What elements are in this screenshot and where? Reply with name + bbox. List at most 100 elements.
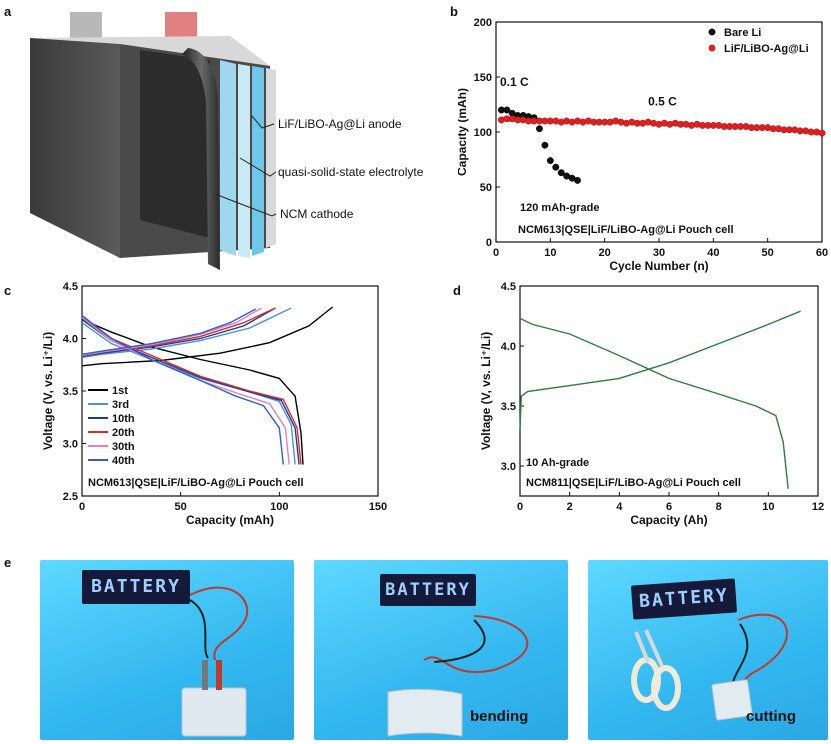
legend-label: 1st: [112, 385, 128, 397]
y-tick-label: 200: [474, 17, 492, 29]
black-wire: [732, 623, 749, 683]
x-tick-label: 0: [517, 501, 523, 513]
y-tick-label: 150: [474, 72, 492, 84]
bent-pouch-cell: [387, 688, 463, 737]
bare-li-point: [536, 125, 543, 133]
y-tick-label: 4.5: [501, 281, 516, 293]
cut-pouch-cell: [711, 679, 753, 721]
voltage-profile-chart-d: 0 2 4 6 8 10 12 3.0 3.5 4.0 4.5 Capacity (Ah) Voltag…: [479, 281, 824, 527]
legend-label: 30th: [112, 441, 135, 453]
led-display: BATTERY: [82, 570, 190, 604]
annotation-grade: 120 mAh-grade: [520, 202, 599, 214]
bare-li-point: [557, 169, 565, 177]
y-axis-label: Capacity (mAh): [458, 88, 469, 176]
x-tick-label: 20: [599, 247, 611, 259]
annotation-cell-config: NCM613|QSE|LiF/LiBO-Ag@Li Pouch cell: [518, 224, 734, 236]
y-axis-label: Voltage (V, vs. Li⁺/Li): [479, 332, 493, 450]
x-tick-label: 50: [175, 501, 187, 513]
y-tick-label: 4.5: [63, 281, 78, 293]
electrolyte-label: quasi-solid-state electrolyte: [278, 165, 424, 179]
pouch-front: [30, 38, 120, 258]
y-tick-label: 4.0: [501, 341, 516, 353]
legend-label: 20th: [112, 427, 135, 439]
anode-layer: [238, 64, 250, 258]
lif-li-point: [818, 129, 826, 137]
annotation-cell-config: NCM811|QSE|LiF/LiBO-Ag@Li Pouch cell: [526, 477, 741, 489]
separator-layer: [252, 66, 264, 256]
photo-wires: [387, 615, 529, 737]
red-wire: [737, 613, 788, 686]
scissors-blades: [634, 629, 664, 667]
charge-curve: [519, 310, 801, 431]
x-tick-label: 2: [567, 501, 573, 513]
x-tick-label: 0: [79, 501, 85, 513]
photo-wires: [631, 613, 788, 721]
red-wire: [423, 615, 529, 673]
electrolyte-layer: [220, 60, 236, 256]
panel-label-a: a: [4, 4, 12, 19]
charge-curve-40th: [81, 308, 257, 355]
annotation-rate-0-5C: 0.5 C: [648, 95, 677, 109]
caption-bending: bending: [470, 708, 529, 725]
bare-li-point: [574, 176, 581, 184]
legend-label: 40th: [112, 455, 135, 467]
photo-wires: [181, 586, 249, 737]
photo-cutting: BATTERY cutting: [588, 560, 828, 740]
bare-li-point: [503, 106, 511, 114]
annotation-rate-0-1C: 0.1 C: [500, 75, 529, 89]
clip-right: [216, 660, 222, 690]
panel-label-b: b: [450, 4, 458, 19]
x-tick-label: 30: [653, 247, 665, 259]
y-tick-label: 100: [474, 127, 492, 139]
photo-flat: BATTERY: [40, 560, 294, 740]
pouch-flap: [182, 48, 220, 270]
legend-label: LiF/LiBO-Ag@Li: [724, 43, 809, 55]
scissors-handle-right: [651, 665, 681, 711]
discharge-curve-30th: [81, 316, 290, 465]
anode-label: LiF/LiBO-Ag@Li anode: [278, 117, 402, 131]
positive-tab: [165, 12, 197, 38]
x-tick-label: 10: [762, 501, 774, 513]
annotation-grade: 10 Ah-grade: [526, 457, 589, 469]
clip-left: [202, 660, 208, 690]
pouch-cell-photo: [181, 687, 247, 737]
legend-label: Bare Li: [724, 27, 761, 39]
led-display: BATTERY: [380, 574, 476, 606]
y-tick-label: 3.0: [501, 461, 516, 473]
photo-bending: BATTERY bending: [314, 560, 568, 740]
caption-cutting: cutting: [746, 708, 796, 725]
x-tick-label: 50: [762, 247, 774, 259]
bare-li-point: [552, 163, 560, 171]
electrolyte-leader-line: [239, 157, 277, 177]
y-tick-label: 2.5: [63, 491, 78, 503]
discharge-curve-40th: [81, 314, 284, 465]
bare-li-point: [546, 157, 554, 165]
foil-layer: [266, 68, 276, 248]
red-wire: [189, 586, 249, 661]
cycling-chart-b: 0 10 20 30 40 50 60 0 50 100 150 200 Cycle Number (n…: [458, 17, 828, 273]
y-axis-label: Voltage (V, vs. Li⁺/Li): [41, 332, 55, 450]
discharge-curve-1st: [81, 318, 304, 465]
cathode-leader-line: [214, 193, 277, 217]
pouch-cell-schematic: LiF/LiBO-Ag@Li anode quasi-solid-state e…: [30, 12, 424, 270]
black-wire: [189, 599, 209, 659]
black-wire: [433, 619, 486, 663]
y-tick-label: 3.5: [63, 386, 78, 398]
x-axis-label: Cycle Number (n): [609, 259, 708, 273]
x-tick-label: 0: [493, 247, 499, 259]
y-tick-label: 50: [480, 182, 492, 194]
negative-tab: [70, 12, 102, 38]
charge-curve-10th: [81, 307, 276, 357]
x-axis-label: Capacity (mAh): [186, 513, 274, 527]
y-tick-label: 4.0: [63, 334, 78, 346]
panel-label-c: c: [4, 283, 12, 298]
y-tick-label: 0: [486, 237, 492, 249]
x-tick-label: 10: [544, 247, 556, 259]
x-tick-label: 12: [812, 501, 824, 513]
x-tick-label: 60: [816, 247, 828, 259]
charge-curve-1st: [81, 306, 334, 367]
x-tick-label: 40: [707, 247, 719, 259]
discharge-curve: [519, 317, 789, 489]
cell-cavity: [140, 50, 210, 238]
legend-marker: [708, 28, 716, 36]
